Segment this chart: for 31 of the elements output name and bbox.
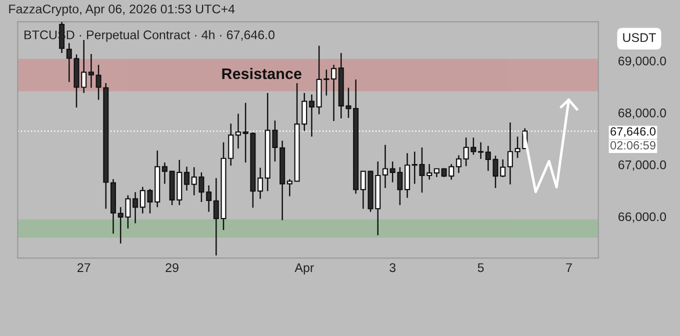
- x-tick-label: 3: [390, 263, 396, 272]
- candlestick: [382, 144, 388, 189]
- x-tick-label: Apr: [294, 263, 314, 275]
- y-tick-label: 69,000.0: [618, 56, 666, 67]
- candlestick: [132, 191, 138, 224]
- candlestick: [360, 170, 366, 210]
- candlestick: [206, 184, 212, 212]
- candlestick: [426, 163, 432, 180]
- candlestick: [162, 162, 168, 184]
- x-tick-label: 7: [566, 263, 572, 272]
- y-tick-label: 66,000.0: [618, 212, 666, 223]
- candlestick: [478, 142, 484, 160]
- x-tick-label: 5: [478, 263, 484, 272]
- candlestick: [500, 158, 506, 178]
- x-tick-label: 27: [78, 263, 90, 272]
- candlestick: [286, 178, 292, 197]
- candlestick: [81, 39, 87, 94]
- x-tick-label: 29: [166, 263, 178, 272]
- candlestick: [88, 53, 94, 88]
- candlestick: [456, 154, 462, 174]
- ref-line-label: 67,646.0: [610, 127, 656, 138]
- y-tick-label: 67,000.0: [618, 160, 666, 171]
- candlestick: [331, 64, 337, 122]
- candlestick: [308, 94, 314, 138]
- chart-title: FazzaCrypto, Apr 06, 2026 01:53 UTC+4: [9, 4, 235, 16]
- y-tick-label: 68,000.0: [618, 108, 666, 119]
- y-axis-title: USDT: [623, 33, 656, 42]
- candlestick: [184, 166, 190, 192]
- text: 02:06:59: [610, 141, 656, 150]
- candlestick: [258, 167, 264, 200]
- band-label: Resistance: [222, 68, 302, 80]
